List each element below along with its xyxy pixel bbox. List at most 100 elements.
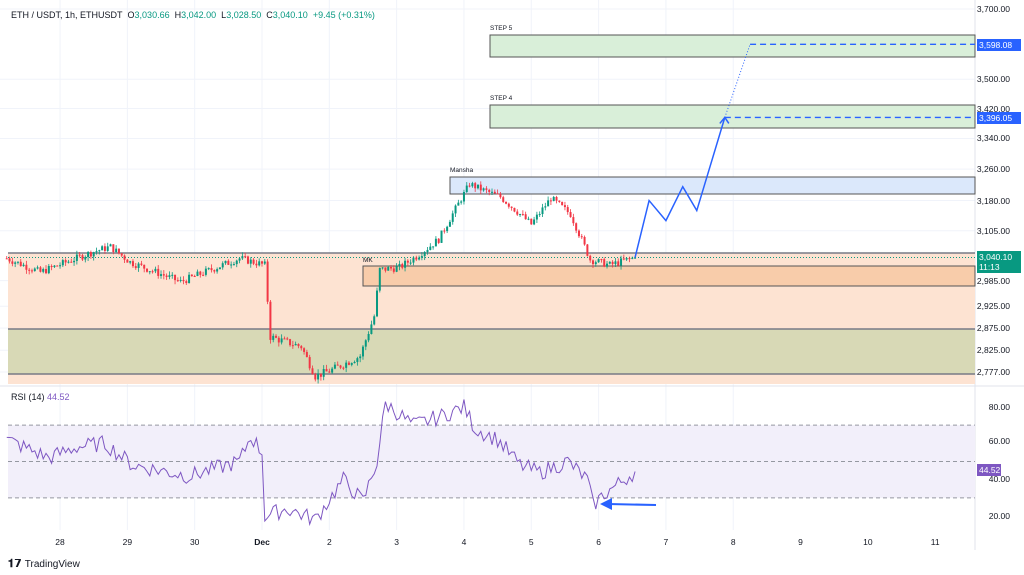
candle-down xyxy=(563,205,566,208)
candle-down xyxy=(600,259,603,261)
tradingview-logo[interactable]: 𝟏𝟳 TradingView xyxy=(8,558,80,570)
time-axis-label: 11 xyxy=(930,537,940,547)
candle-up xyxy=(95,251,98,253)
candle-up xyxy=(218,267,221,270)
price-axis-label: 2,875.00 xyxy=(976,323,1010,334)
candle-down xyxy=(151,271,154,273)
time-axis-label: 7 xyxy=(663,537,669,547)
candle-up xyxy=(196,271,199,277)
candle-down xyxy=(622,258,625,260)
candle-down xyxy=(443,230,446,232)
candle-up xyxy=(238,258,241,261)
step4-zone xyxy=(489,104,976,129)
step5-label: STEP 5 xyxy=(490,25,513,32)
candle-up xyxy=(476,184,479,189)
candle-up xyxy=(188,274,191,284)
candle-down xyxy=(530,218,533,225)
candle-down xyxy=(50,265,53,268)
candle-down xyxy=(244,256,247,258)
candle-down xyxy=(89,252,92,257)
candle-up xyxy=(84,257,87,260)
candle-up xyxy=(423,252,426,257)
candle-up xyxy=(16,261,19,263)
candle-up xyxy=(451,213,454,222)
candle-down xyxy=(507,203,510,207)
candle-up xyxy=(364,340,367,347)
candle-up xyxy=(350,363,353,365)
candle-down xyxy=(580,236,583,238)
candle-down xyxy=(165,275,168,277)
candle-down xyxy=(261,261,263,264)
candle-down xyxy=(305,351,308,358)
candle-up xyxy=(263,261,266,264)
price-axis-label: 3,105.00 xyxy=(976,225,1010,236)
candle-down xyxy=(19,261,22,267)
candle-up xyxy=(631,257,634,259)
candle-down xyxy=(505,201,508,204)
time-axis-label: 3 xyxy=(394,537,399,547)
candle-up xyxy=(547,200,550,207)
candle-up xyxy=(544,206,547,208)
time-axis-label: 28 xyxy=(55,537,65,547)
candle-up xyxy=(460,201,463,203)
candle-up xyxy=(36,267,39,269)
candle-up xyxy=(552,196,555,202)
tradingview-icon: 𝟏𝟳 xyxy=(8,558,22,570)
candle-up xyxy=(317,373,320,380)
legend-ohlc: ETH / USDT, 1h, ETHUSDT O3,030.66 H3,042… xyxy=(11,10,375,20)
candle-up xyxy=(634,257,637,259)
candle-down xyxy=(577,230,580,237)
step4-price-tag: 3,396.05 xyxy=(977,112,1021,124)
time-axis-label: 5 xyxy=(528,537,534,547)
candle-up xyxy=(42,269,45,272)
candle-down xyxy=(157,268,160,276)
candle-down xyxy=(286,338,289,340)
candle-up xyxy=(594,262,597,265)
candle-down xyxy=(78,254,81,256)
candle-down xyxy=(401,264,404,268)
candle-down xyxy=(325,368,328,372)
candle-down xyxy=(117,248,120,254)
candle-down xyxy=(255,263,258,266)
candle-down xyxy=(311,368,314,375)
candle-down xyxy=(103,246,106,251)
time-axis-label: 2 xyxy=(326,537,332,547)
rsi-arrow-head-icon xyxy=(600,498,612,510)
candle-down xyxy=(210,268,213,271)
candle-down xyxy=(496,193,499,195)
candle-up xyxy=(429,246,432,250)
candle-up xyxy=(482,188,485,191)
rsi-axis-20: 20.00 xyxy=(988,511,1010,521)
candle-down xyxy=(289,339,292,346)
candle-down xyxy=(493,191,496,194)
candle-up xyxy=(109,244,112,247)
candle-up xyxy=(418,257,421,260)
candle-up xyxy=(533,219,536,225)
time-axis-label: 6 xyxy=(596,537,601,547)
candle-up xyxy=(426,249,429,253)
candle-down xyxy=(479,184,482,191)
candle-down xyxy=(314,374,317,380)
candle-down xyxy=(617,261,620,266)
candle-up xyxy=(620,258,623,266)
candle-down xyxy=(510,206,513,208)
candle-up xyxy=(454,205,457,214)
candle-up xyxy=(207,268,210,270)
candle-down xyxy=(81,255,84,260)
candle-up xyxy=(129,261,132,263)
candle-up xyxy=(373,316,376,325)
candle-up xyxy=(370,324,373,334)
candle-up xyxy=(230,264,233,266)
candle-down xyxy=(199,271,202,275)
candle-down xyxy=(384,267,387,271)
candle-down xyxy=(162,274,165,276)
candle-up xyxy=(73,260,76,263)
candle-up xyxy=(527,218,530,220)
candle-up xyxy=(331,368,334,373)
candle-down xyxy=(572,217,575,224)
candle-down xyxy=(611,261,614,265)
candle-down xyxy=(70,261,73,263)
candle-up xyxy=(98,250,101,252)
candle-down xyxy=(575,223,578,231)
